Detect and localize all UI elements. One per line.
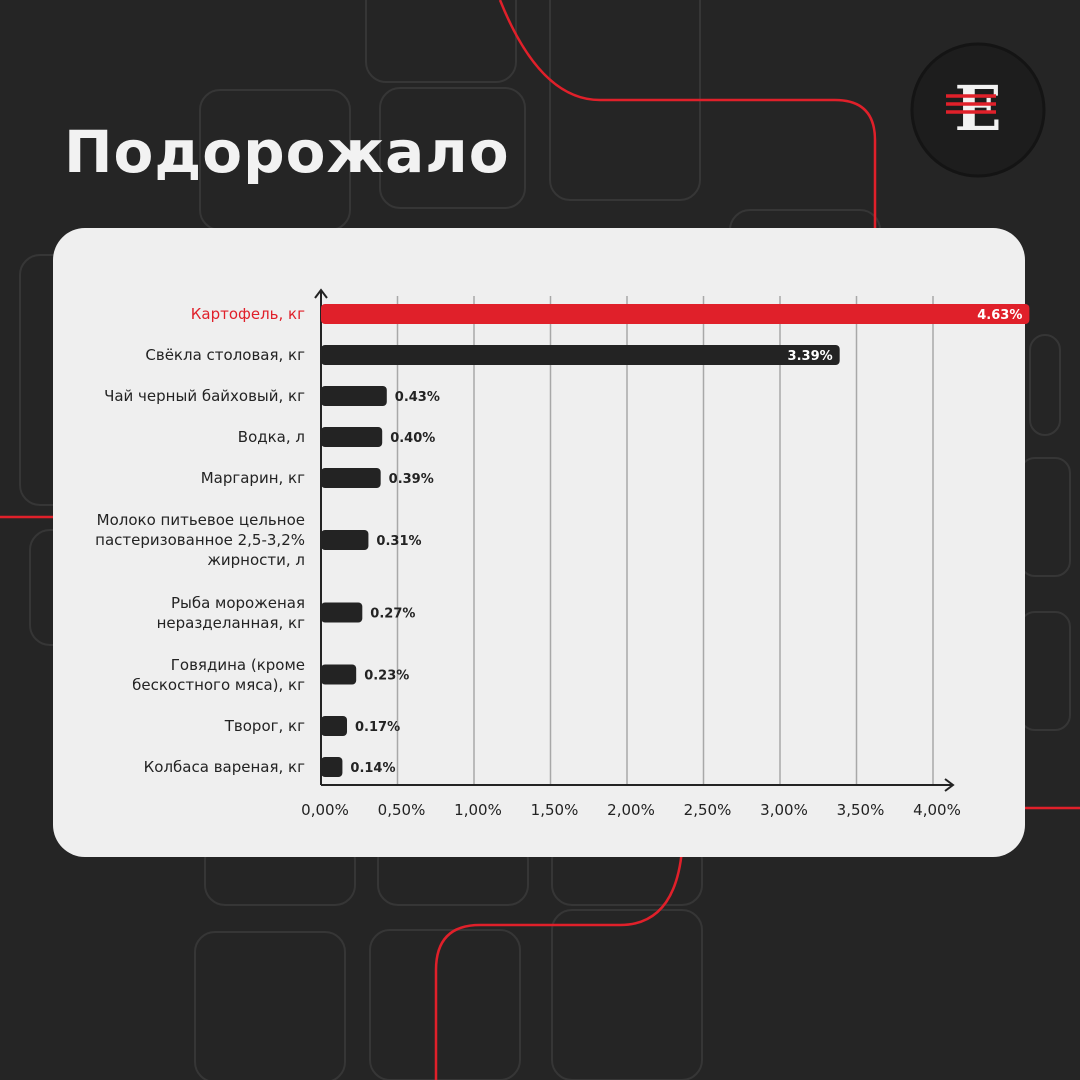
value-label: 0.14%: [350, 761, 395, 776]
value-label: 0.17%: [355, 720, 400, 735]
x-tick-label: 2,50%: [684, 801, 732, 819]
x-tick-label: 0,00%: [301, 801, 349, 819]
svg-text:E: E: [954, 72, 1001, 145]
bar: [321, 757, 343, 777]
value-label: 0.39%: [389, 472, 434, 487]
x-tick-label: 2,00%: [607, 801, 655, 819]
chart-title: Подорожало: [64, 118, 510, 186]
x-tick-label: 0,50%: [378, 801, 426, 819]
bar: [321, 427, 383, 447]
bar: [321, 602, 363, 623]
x-tick-label: 4,00%: [913, 801, 961, 819]
value-label: 3.39%: [788, 349, 833, 364]
y-tick-label: Маргарин, кг: [200, 469, 305, 487]
value-label: 0.43%: [395, 390, 440, 405]
y-tick-label: Молоко питьевое цельное пастеризованное …: [95, 511, 305, 569]
value-label: 0.31%: [376, 534, 421, 549]
y-tick-label: Картофель, кг: [190, 305, 305, 323]
y-tick-label: Творог, кг: [224, 717, 305, 735]
value-label: 4.63%: [977, 308, 1022, 323]
bar: [321, 468, 381, 488]
bar: [321, 304, 1030, 324]
x-axis: [321, 778, 955, 792]
x-tick-label: 1,50%: [531, 801, 579, 819]
value-label: 0.40%: [390, 431, 435, 446]
y-tick-label: Колбаса вареная, кг: [143, 758, 305, 776]
x-tick-label: 1,00%: [454, 801, 502, 819]
y-tick-label: Говядина (кроме бескостного мяса), кг: [132, 655, 305, 694]
bar: [321, 345, 840, 365]
bar: [321, 664, 357, 685]
x-tick-label: 3,00%: [760, 801, 808, 819]
y-tick-label: Свёкла столовая, кг: [145, 346, 305, 364]
chart-card: [53, 228, 1025, 857]
value-label: 0.23%: [364, 669, 409, 684]
bar: [321, 530, 369, 550]
y-tick-label: Чай черный байховый, кг: [104, 387, 305, 405]
bar: [321, 386, 387, 406]
value-label: 0.27%: [370, 607, 415, 622]
x-tick-label: 3,50%: [837, 801, 885, 819]
bar: [321, 716, 348, 736]
y-tick-label: Рыба мороженая неразделанная, кг: [156, 593, 305, 632]
y-tick-label: Водка, л: [237, 428, 305, 446]
